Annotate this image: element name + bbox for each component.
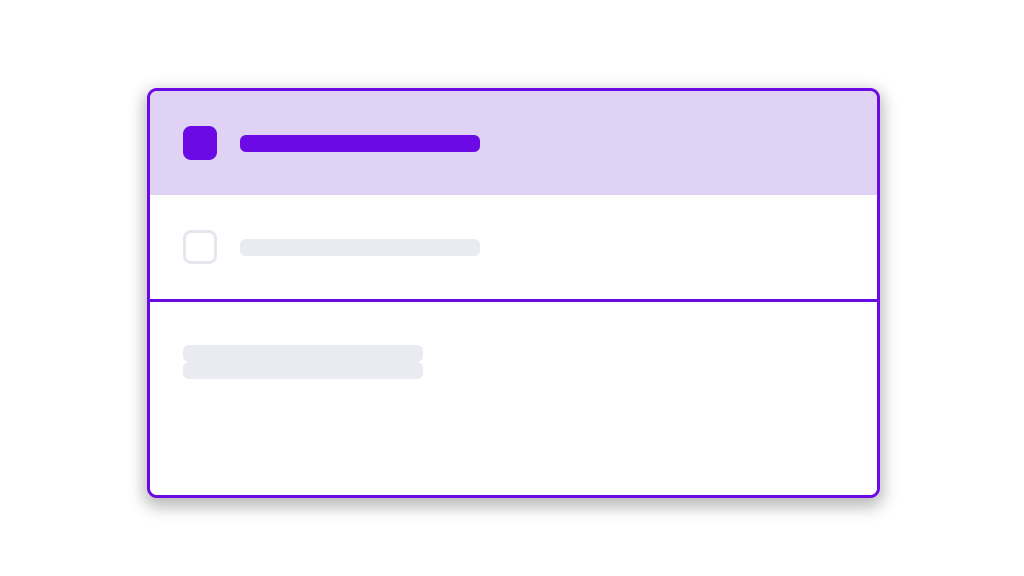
section-divider	[150, 299, 877, 302]
unchecked-checkbox-icon[interactable]	[183, 230, 217, 264]
selected-option-row[interactable]	[150, 91, 877, 195]
unselected-option-row[interactable]	[150, 195, 877, 299]
detail-line-placeholder-1	[183, 345, 423, 362]
option-label-placeholder	[240, 238, 480, 256]
skeleton-question-card	[147, 88, 880, 498]
detail-line-placeholder-2	[183, 362, 423, 379]
checked-checkbox-icon[interactable]	[183, 126, 217, 160]
selected-option-label-placeholder	[240, 134, 480, 152]
details-section	[150, 302, 877, 495]
